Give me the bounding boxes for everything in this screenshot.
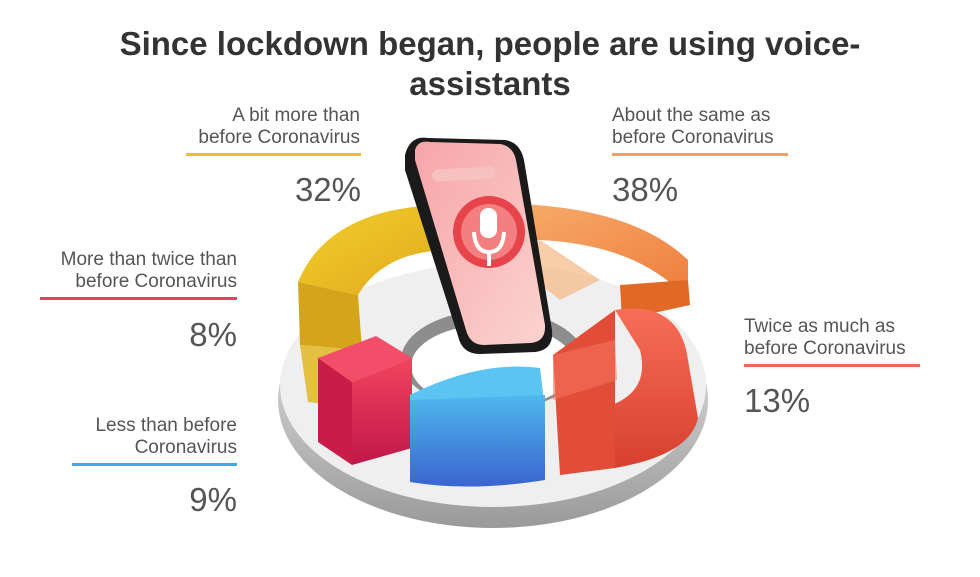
legend-rule-about-same xyxy=(612,153,788,156)
legend-label-less: Less than before Coronavirus xyxy=(0,415,237,459)
label-line: More than twice than xyxy=(60,249,237,270)
legend-rule-less xyxy=(72,463,237,466)
value-label-more-twice: 8% xyxy=(189,316,237,353)
label-line: before Coronavirus xyxy=(198,127,360,148)
label-line: Less than before xyxy=(95,415,237,436)
legend-rule-twice xyxy=(744,364,920,367)
label-line: before Coronavirus xyxy=(75,271,237,292)
slice-more-twice xyxy=(318,336,412,465)
value-label-about-same: 38% xyxy=(612,171,679,208)
label-line: Twice as much as xyxy=(744,316,895,337)
legend-label-bit-more: A bit more than before Coronavirus xyxy=(60,105,360,149)
slice-less xyxy=(410,366,545,487)
value-label-less: 9% xyxy=(189,481,237,518)
chart-title-line-1: Since lockdown began, people are using v… xyxy=(119,25,861,62)
chart-title: Since lockdown began, people are using v… xyxy=(0,24,980,104)
label-line: before Coronavirus xyxy=(744,338,906,359)
label-line: About the same as xyxy=(612,105,771,126)
legend-label-about-same: About the same as before Coronavirus xyxy=(612,105,912,149)
label-line: Coronavirus xyxy=(134,437,237,458)
value-label-bit-more: 32% xyxy=(294,171,361,208)
slice-twice xyxy=(553,308,698,475)
label-line: before Coronavirus xyxy=(612,127,774,148)
microphone-icon xyxy=(472,208,506,266)
chart-title-line-2: assistants xyxy=(409,65,571,102)
legend-rule-more-twice xyxy=(40,297,237,300)
legend-rule-bit-more xyxy=(186,153,361,156)
label-line: A bit more than xyxy=(232,105,360,126)
value-label-twice: 13% xyxy=(744,382,811,419)
legend-label-more-twice: More than twice than before Coronavirus xyxy=(0,249,237,293)
legend-label-twice: Twice as much as before Coronavirus xyxy=(744,316,964,360)
